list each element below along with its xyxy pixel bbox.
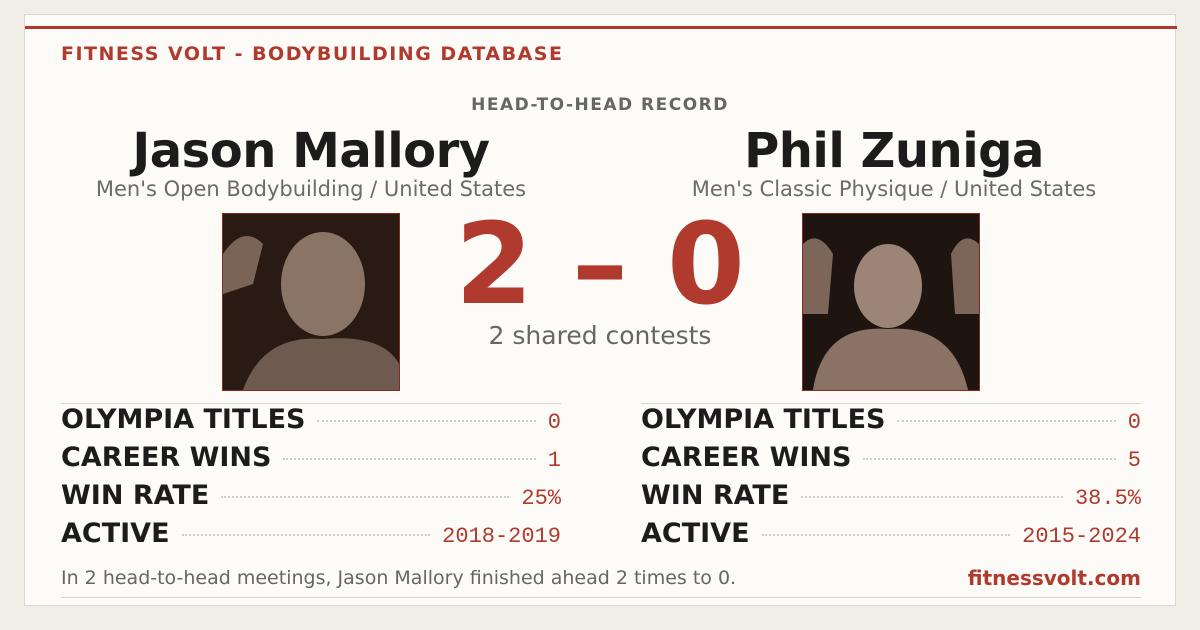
athlete-photo	[222, 213, 400, 391]
stat-row: CAREER WINS 5	[641, 442, 1141, 480]
dot-leader	[317, 420, 536, 422]
stat-label: CAREER WINS	[61, 442, 272, 473]
dot-leader	[801, 496, 1063, 498]
shared-contests: 2 shared contests	[488, 321, 712, 350]
stat-value: 38.5%	[1074, 486, 1141, 511]
score: 2 – 0	[25, 200, 1175, 330]
dot-leader	[181, 534, 431, 536]
stat-value: 25%	[521, 486, 561, 511]
footer-rule	[61, 597, 1141, 598]
site-link[interactable]: fitnessvolt.com	[967, 566, 1141, 590]
stat-value: 2015-2024	[1022, 524, 1141, 549]
stat-label: OLYMPIA TITLES	[61, 404, 306, 435]
stat-value: 0	[547, 410, 561, 435]
stat-label: OLYMPIA TITLES	[641, 404, 886, 435]
top-rule	[25, 26, 1177, 29]
score-right: 0	[667, 200, 745, 330]
dot-leader	[863, 458, 1116, 460]
stat-value: 0	[1127, 410, 1141, 435]
stat-value: 2018-2019	[442, 524, 561, 549]
dot-leader	[897, 420, 1116, 422]
stat-row: OLYMPIA TITLES 0	[61, 404, 561, 442]
stat-row: OLYMPIA TITLES 0	[641, 404, 1141, 442]
stat-value: 1	[547, 448, 561, 473]
score-left: 2	[455, 200, 533, 330]
athlete-division: Men's Open Bodybuilding / United States	[95, 177, 527, 201]
subtitle: HEAD-TO-HEAD RECORD	[471, 95, 729, 115]
athlete-name: Jason Mallory	[132, 123, 490, 179]
dot-leader	[761, 534, 1011, 536]
stat-value: 5	[1127, 448, 1141, 473]
stat-row: CAREER WINS 1	[61, 442, 561, 480]
stat-label: WIN RATE	[641, 480, 790, 511]
stat-label: WIN RATE	[61, 480, 210, 511]
stats-column: OLYMPIA TITLES 0 CAREER WINS 5 WIN RATE 38.5%…	[641, 403, 1141, 556]
stats-column: OLYMPIA TITLES 0 CAREER WINS 1 WIN RATE 25% AC…	[61, 403, 561, 556]
stat-label: ACTIVE	[61, 518, 170, 549]
card: FITNESS VOLT - BODYBUILDING DATABASE HEA…	[24, 14, 1177, 606]
stat-row: ACTIVE 2018-2019	[61, 518, 561, 556]
summary: In 2 head-to-head meetings, Jason Mallor…	[61, 567, 737, 589]
brand: FITNESS VOLT - BODYBUILDING DATABASE	[61, 43, 564, 65]
dot-leader	[283, 458, 536, 460]
athlete-photo	[802, 213, 980, 391]
athlete-name: Phil Zuniga	[744, 123, 1044, 179]
athlete-division: Men's Classic Physique / United States	[691, 177, 1097, 201]
stat-row: WIN RATE 38.5%	[641, 480, 1141, 518]
stat-label: CAREER WINS	[641, 442, 852, 473]
stat-row: WIN RATE 25%	[61, 480, 561, 518]
stat-row: ACTIVE 2015-2024	[641, 518, 1141, 556]
dot-leader	[221, 496, 510, 498]
score-separator: –	[572, 200, 628, 330]
stat-label: ACTIVE	[641, 518, 750, 549]
